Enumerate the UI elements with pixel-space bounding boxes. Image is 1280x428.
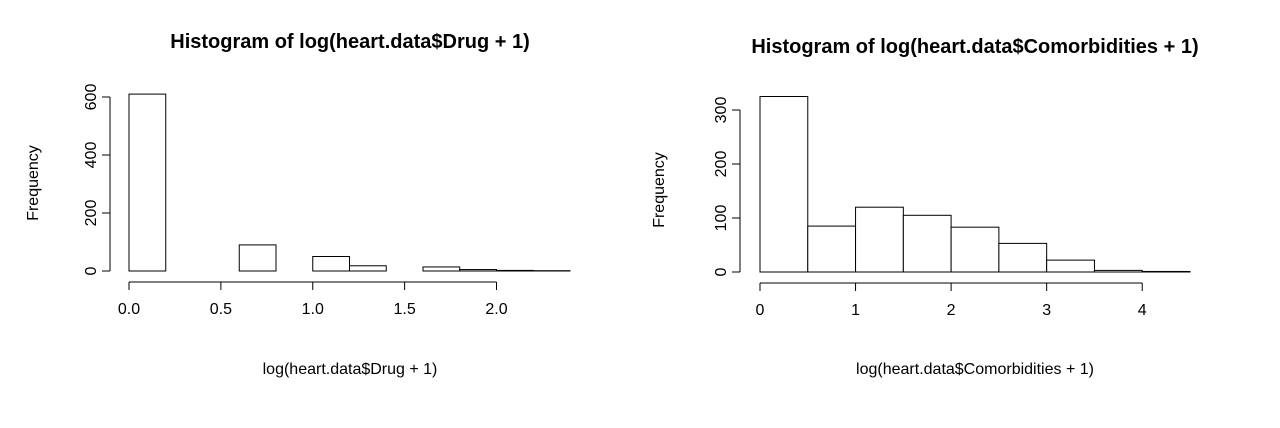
x-tick-label: 3	[1042, 302, 1051, 319]
y-axis-label: Frequency	[25, 145, 42, 221]
x-axis: 0.0 0.5 1.0 1.5 2.0	[118, 281, 508, 318]
histogram-bar	[1093, 269, 1143, 273]
histogram-bar	[950, 226, 1000, 273]
y-tick-label: 400	[83, 142, 100, 169]
histogram-drug-panel: Histogram of log(heart.data$Drug + 1) lo…	[25, 31, 571, 378]
histogram-bar	[128, 93, 167, 272]
chart-title: Histogram of log(heart.data$Comorbiditie…	[751, 36, 1198, 58]
y-tick-label: 100	[713, 205, 730, 232]
histogram-comorbidities-chart: Histogram of log(heart.data$Comorbiditie…	[651, 36, 1199, 378]
x-axis: 0 1 2 3 4	[756, 282, 1147, 319]
x-tick-label: 1.0	[302, 301, 324, 318]
y-axis: 0 100 200 300	[713, 97, 741, 276]
histogram-bar	[855, 206, 904, 273]
x-tick-label: 2.0	[485, 301, 507, 318]
histogram-bar	[496, 269, 534, 272]
y-tick-label: 600	[83, 84, 100, 111]
bars	[759, 96, 1191, 273]
x-tick-label: 1	[851, 302, 860, 319]
histogram-bar	[1141, 270, 1191, 273]
x-tick-label: 2	[947, 302, 956, 319]
histogram-bar	[459, 269, 497, 272]
x-tick-label: 0	[756, 302, 765, 319]
y-axis: 0 200 400 600	[83, 84, 111, 275]
histogram-bar	[1046, 259, 1095, 273]
histogram-bar	[312, 256, 350, 272]
histogram-bar	[807, 225, 857, 273]
x-tick-label: 1.5	[394, 301, 416, 318]
histogram-bar	[998, 242, 1048, 273]
chart-title: Histogram of log(heart.data$Drug + 1)	[170, 31, 530, 53]
x-tick-label: 0.0	[118, 301, 140, 318]
x-axis-label: log(heart.data$Drug + 1)	[263, 361, 438, 378]
histogram-bar	[902, 214, 952, 273]
x-tick-label: 0.5	[210, 301, 232, 318]
histogram-bar	[349, 265, 387, 272]
y-tick-label: 200	[83, 200, 100, 227]
histogram-bar	[238, 244, 277, 272]
y-tick-label: 300	[713, 97, 730, 124]
y-tick-label: 0	[83, 266, 100, 275]
x-tick-label: 4	[1138, 302, 1147, 319]
y-axis-label: Frequency	[651, 152, 668, 228]
bars	[128, 93, 571, 272]
y-tick-label: 0	[713, 267, 730, 276]
y-tick-label: 200	[713, 151, 730, 178]
histogram-comorbidities-panel: Histogram of log(heart.data$Comorbiditie…	[640, 0, 1280, 428]
x-axis-label: log(heart.data$Comorbidities + 1)	[856, 361, 1094, 378]
histogram-drug-chart: Histogram of log(heart.data$Drug + 1) lo…	[25, 31, 571, 378]
histogram-bar	[422, 266, 461, 272]
histogram-bar	[759, 96, 809, 273]
